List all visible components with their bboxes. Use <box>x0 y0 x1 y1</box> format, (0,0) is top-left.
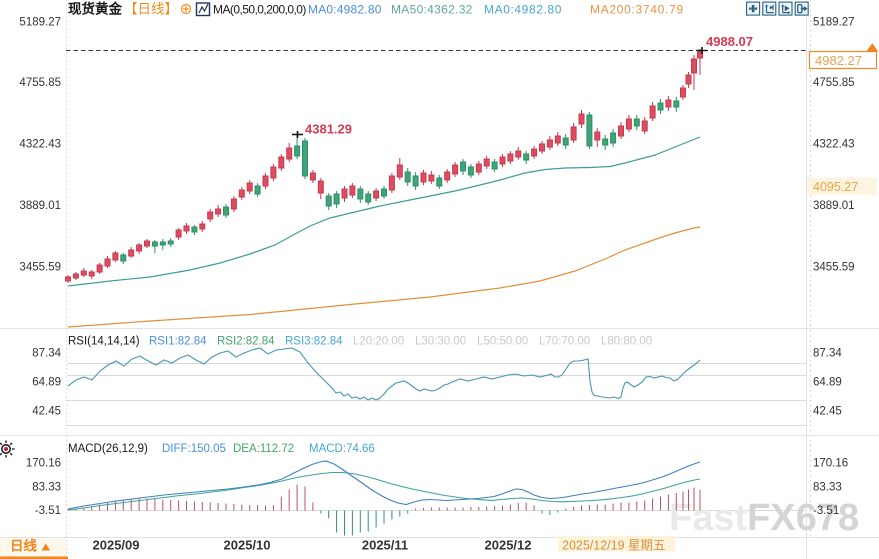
svg-text:4982.27: 4982.27 <box>815 53 862 68</box>
svg-text:2025/11: 2025/11 <box>362 538 408 553</box>
svg-text:42.45: 42.45 <box>32 406 61 418</box>
svg-text:L70:70.00: L70:70.00 <box>539 336 590 348</box>
svg-text:87.34: 87.34 <box>32 348 61 360</box>
svg-text:64.89: 64.89 <box>813 377 842 389</box>
svg-text:3889.01: 3889.01 <box>19 200 61 212</box>
svg-text:RSI2:82.84: RSI2:82.84 <box>217 336 275 348</box>
svg-text:FastFX678: FastFX678 <box>669 497 859 539</box>
svg-text:DEA:112.72: DEA:112.72 <box>233 443 294 455</box>
svg-text:RSI3:82.84: RSI3:82.84 <box>285 336 343 348</box>
svg-text:4755.85: 4755.85 <box>19 77 61 89</box>
svg-text:RSI1:82.84: RSI1:82.84 <box>149 336 207 348</box>
svg-text:4381.29: 4381.29 <box>305 122 352 137</box>
svg-text:42.45: 42.45 <box>813 406 842 418</box>
svg-text:【日线】: 【日线】 <box>124 2 178 17</box>
svg-text:2025/09: 2025/09 <box>93 538 140 553</box>
svg-text:RSI(14,14,14): RSI(14,14,14) <box>68 336 140 348</box>
svg-text:87.34: 87.34 <box>813 348 842 360</box>
svg-text:DIFF:150.05: DIFF:150.05 <box>162 443 226 455</box>
svg-text:4988.07: 4988.07 <box>706 34 753 49</box>
svg-text:MACD(26,12,9): MACD(26,12,9) <box>68 443 148 455</box>
svg-text:3455.59: 3455.59 <box>19 262 61 274</box>
svg-text:日线: 日线 <box>10 538 37 554</box>
svg-text:L30:30.00: L30:30.00 <box>415 336 466 348</box>
svg-text:L20:20.00: L20:20.00 <box>353 336 404 348</box>
svg-text:-3.51: -3.51 <box>813 505 839 517</box>
svg-text:现货黄金: 现货黄金 <box>68 1 122 17</box>
svg-text:2025/10: 2025/10 <box>224 538 271 553</box>
svg-text:64.89: 64.89 <box>32 377 61 389</box>
svg-text:MA(0,50,0,200,0,0): MA(0,50,0,200,0,0) <box>213 3 306 17</box>
svg-text:MACD:74.66: MACD:74.66 <box>309 443 375 455</box>
svg-text:4322.43: 4322.43 <box>19 139 61 151</box>
svg-text:MA200:3740.79: MA200:3740.79 <box>590 3 684 17</box>
svg-text:MA0:4982.80: MA0:4982.80 <box>308 3 382 17</box>
svg-text:5189.27: 5189.27 <box>813 17 855 29</box>
svg-text:MA50:4362.32: MA50:4362.32 <box>391 3 473 17</box>
svg-text:L80:80.00: L80:80.00 <box>601 336 652 348</box>
svg-text:MA0:4982.80: MA0:4982.80 <box>484 3 562 17</box>
svg-text:3455.59: 3455.59 <box>813 262 855 274</box>
svg-text:2025/12/19 星期五: 2025/12/19 星期五 <box>562 539 666 553</box>
svg-text:4095.27: 4095.27 <box>813 180 858 194</box>
svg-text:5189.27: 5189.27 <box>19 17 61 29</box>
svg-text:-3.51: -3.51 <box>35 505 61 517</box>
svg-text:170.16: 170.16 <box>813 458 848 470</box>
svg-text:170.16: 170.16 <box>26 458 61 470</box>
svg-text:4755.85: 4755.85 <box>813 77 855 89</box>
svg-text:3889.01: 3889.01 <box>813 200 855 212</box>
svg-text:4322.43: 4322.43 <box>813 139 855 151</box>
svg-text:83.33: 83.33 <box>813 482 842 494</box>
svg-text:2025/12: 2025/12 <box>485 538 532 553</box>
svg-text:L50:50.00: L50:50.00 <box>477 336 528 348</box>
svg-text:83.33: 83.33 <box>32 482 61 494</box>
